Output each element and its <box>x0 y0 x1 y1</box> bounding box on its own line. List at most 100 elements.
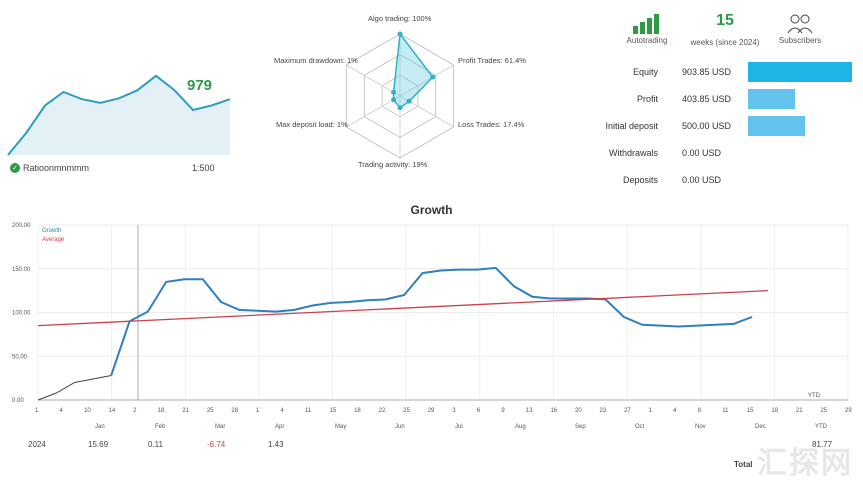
year-label: 2024 <box>28 440 46 449</box>
radar-value-area <box>392 32 434 109</box>
sparkline-area <box>8 75 230 155</box>
sparkline-chart <box>7 74 231 156</box>
x-tick-label: 25 <box>403 408 410 414</box>
x-tick-label: 25 <box>820 408 827 414</box>
x-tick-label: 20 <box>575 408 582 414</box>
stat-row-withdrawals: Withdrawals 0.00 USD <box>590 139 860 166</box>
total-label: Total <box>734 460 753 469</box>
x-tick-label: 1 <box>256 408 260 414</box>
stat-row-profit: Profit 403.85 USD <box>590 85 860 112</box>
stat-bar <box>748 61 852 82</box>
top-panel: 979 ✓ Ratioonmnmmm 1:500 Algo trading: 1… <box>0 0 863 200</box>
x-month-label: Jan <box>95 424 105 430</box>
subscribers-stat: Subscribers <box>775 12 825 45</box>
x-tick-label: 21 <box>796 408 803 414</box>
x-month-label: Jun <box>395 424 405 430</box>
subscribers-label: Subscribers <box>778 36 822 45</box>
stat-row-equity: Equity 903.85 USD <box>590 58 860 85</box>
stat-value: 500.00 USD <box>682 120 732 131</box>
x-month-label: Sep <box>575 424 586 430</box>
x-tick-label: 15 <box>747 408 754 414</box>
x-tick-label: 21 <box>182 408 189 414</box>
x-month-label: Dec <box>755 424 766 430</box>
x-tick-label: 23 <box>600 408 607 414</box>
weeks-label: weeks (since 2024) <box>690 38 760 47</box>
stats-list: Equity 903.85 USD Profit 403.85 USD Init… <box>590 58 860 193</box>
ytd-value: 81.77 <box>812 440 833 449</box>
yearly-results-row: 2024 15.69 0.11 -6.74 1.43 81.77 Total <box>0 430 863 470</box>
x-tick-label: 9 <box>501 408 505 414</box>
autotrading-stat: Autotrading <box>622 12 672 45</box>
radar-label-activity: Trading activity: 19% <box>358 160 428 169</box>
sparkline-card: 979 <box>0 55 240 165</box>
x-tick-label: 29 <box>845 408 852 414</box>
radar-label-deposit-load: Max deposit load: 1% <box>276 120 348 129</box>
weeks-value: 15 <box>716 12 734 29</box>
x-tick-label: 14 <box>109 408 116 414</box>
stat-name: Initial deposit <box>605 120 658 131</box>
watermark-logo: 汇探网 <box>757 447 853 480</box>
average-line <box>37 289 769 327</box>
bar-chart-icon <box>633 14 659 34</box>
stat-name: Profit <box>636 93 658 104</box>
radar-label-loss: Loss Trades: 17.4% <box>458 120 525 129</box>
x-month-label: YTD <box>815 424 828 430</box>
x-tick-label: 16 <box>550 408 557 414</box>
x-month-label: Feb <box>155 424 166 430</box>
x-tick-label: 18 <box>354 408 361 414</box>
y-tick-label: 50.00 <box>12 354 28 360</box>
radar-point <box>391 97 397 103</box>
x-tick-label: 10 <box>84 408 91 414</box>
radar-point <box>430 74 436 80</box>
stat-name: Deposits <box>622 174 658 185</box>
radar-label-algo: Algo trading: 100% <box>368 14 432 23</box>
x-tick-label: 6 <box>477 408 481 414</box>
x-tick-label: 8 <box>698 408 702 414</box>
x-tick-label: 29 <box>428 408 435 414</box>
radar-point <box>406 98 412 104</box>
radar-label-drawdown: Maximum drawdown: 1% <box>274 56 358 65</box>
x-tick-label: 28 <box>231 408 238 414</box>
sparkline-value: 979 <box>187 77 213 94</box>
check-icon: ✓ <box>10 163 20 173</box>
feb-value: 0.11 <box>148 440 163 449</box>
stat-value: 903.85 USD <box>682 66 732 77</box>
stat-bar <box>748 88 795 109</box>
radar-point <box>391 89 397 95</box>
leverage-value: 1:500 <box>192 163 215 173</box>
x-tick-label: 25 <box>207 408 214 414</box>
x-month-label: Apr <box>275 424 284 430</box>
x-tick-label: 27 <box>624 408 631 414</box>
x-tick-label: 11 <box>305 408 312 414</box>
radar-axis <box>346 64 401 97</box>
sparkline-line <box>7 74 231 156</box>
y-tick-label: 100.00 <box>12 311 31 317</box>
y-tick-label: 0.00 <box>12 398 24 404</box>
x-month-label: Mar <box>215 424 225 430</box>
users-icon <box>787 14 813 34</box>
x-tick-label: 3 <box>452 408 456 414</box>
apr-value: 1.43 <box>268 440 284 449</box>
x-tick-label: 18 <box>771 408 778 414</box>
x-tick-label: 4 <box>60 408 64 414</box>
x-tick-label: 15 <box>330 408 337 414</box>
x-month-label: Oct <box>635 424 645 430</box>
x-tick-label: 1 <box>649 408 653 414</box>
radar-axis <box>399 64 454 97</box>
x-tick-label: 22 <box>379 408 386 414</box>
growth-chart-title: Growth <box>410 203 453 217</box>
x-month-label: Jul <box>455 424 463 430</box>
legend-item: Growth <box>42 228 61 234</box>
sparkline-footer-label: Ratioonmnmmm <box>23 163 90 173</box>
radar-axis <box>346 95 401 128</box>
x-month-label: May <box>335 424 346 430</box>
radar-chart: Algo trading: 100% Profit Trades: 61.4% … <box>270 8 540 188</box>
x-tick-label: 11 <box>722 408 729 414</box>
growth-line <box>110 266 753 376</box>
sparkline-footer: ✓ Ratioonmnmmm <box>10 163 89 173</box>
stat-row-deposits: Deposits 0.00 USD <box>590 166 860 193</box>
radar-point <box>397 105 403 111</box>
x-tick-label: 4 <box>280 408 284 414</box>
legend-item: Average <box>42 237 65 243</box>
